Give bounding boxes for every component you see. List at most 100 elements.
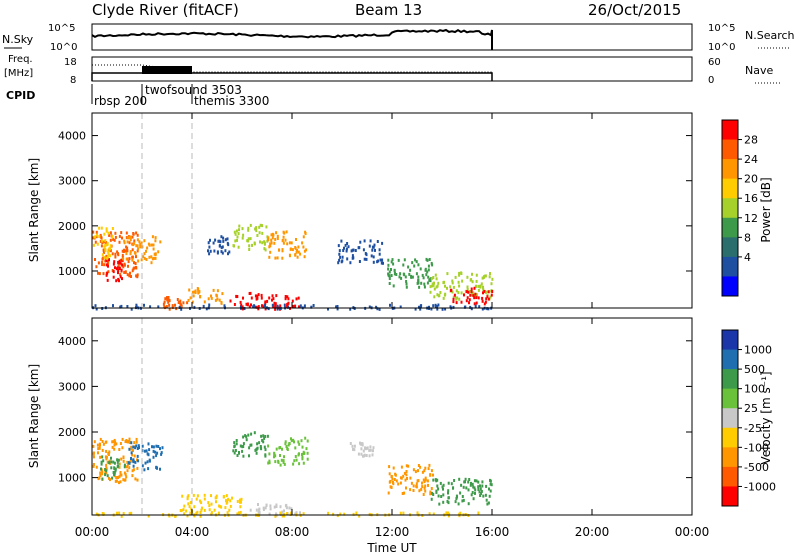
data-cell — [215, 500, 217, 504]
data-cell — [101, 241, 104, 245]
data-cell — [464, 305, 467, 309]
power-colorbar: 28 24 20 16 12 8 4 Power [dB] — [721, 119, 773, 297]
data-cell — [362, 248, 365, 252]
data-cell — [199, 511, 202, 514]
data-cell — [378, 252, 381, 256]
data-cell — [475, 479, 478, 483]
data-cell — [151, 235, 154, 239]
data-cell — [97, 261, 100, 265]
data-cell — [126, 460, 129, 464]
noise-right-tick-bottom: 10^0 — [708, 42, 735, 53]
data-cell — [145, 258, 148, 261]
data-cell — [430, 277, 433, 281]
data-cell — [455, 301, 458, 305]
data-cell — [99, 471, 102, 475]
data-cell — [299, 252, 302, 256]
power-y-axis-label: Slant Range [km] — [27, 158, 41, 262]
data-cell — [475, 301, 478, 305]
data-cell — [265, 225, 268, 229]
data-cell — [472, 291, 475, 295]
data-cell — [135, 444, 138, 448]
data-cell — [224, 506, 227, 510]
data-cell — [233, 230, 236, 234]
data-cell — [293, 459, 296, 463]
data-cell — [421, 470, 424, 474]
data-cell — [283, 231, 286, 235]
data-cell — [105, 227, 108, 231]
data-cell — [132, 468, 135, 472]
data-cell — [290, 439, 293, 443]
data-cell — [292, 304, 295, 308]
data-cell — [270, 238, 273, 242]
data-cell — [429, 490, 432, 494]
data-cell — [431, 491, 434, 495]
data-cell — [467, 488, 470, 492]
data-cell — [126, 305, 129, 308]
data-cell — [474, 488, 477, 492]
data-cell — [477, 296, 480, 300]
data-cell — [282, 461, 285, 464]
noise-series — [91, 28, 493, 50]
data-cell — [469, 293, 472, 297]
data-cell — [155, 466, 158, 469]
data-cell — [210, 511, 213, 515]
data-cell — [152, 449, 155, 453]
data-cell — [279, 463, 282, 467]
data-cell — [417, 279, 420, 283]
data-cell — [104, 455, 107, 459]
data-cell — [105, 440, 108, 444]
data-cell — [447, 481, 450, 485]
data-cell — [182, 301, 185, 305]
data-cell — [262, 440, 265, 444]
data-cell — [95, 465, 98, 469]
time-axis: 00:00 04:00 08:00 12:00 16:00 20:00 00:00 — [75, 113, 709, 539]
data-cell — [264, 307, 267, 311]
data-cell — [112, 440, 115, 444]
data-cell — [488, 487, 490, 491]
data-cell — [258, 225, 261, 229]
data-cell — [291, 248, 294, 252]
data-cell — [108, 461, 111, 465]
data-cell — [458, 273, 461, 277]
data-cell — [151, 257, 154, 261]
data-cell — [297, 250, 300, 254]
data-cell — [388, 277, 391, 280]
data-cell — [427, 275, 430, 279]
data-cell — [105, 273, 108, 277]
freq-dense-block — [142, 66, 192, 74]
data-cell — [351, 248, 354, 252]
data-cell — [154, 252, 157, 256]
freq-right-tick-top: 60 — [708, 57, 721, 68]
data-cell — [106, 271, 109, 275]
data-cell — [221, 292, 224, 296]
data-cell — [266, 434, 269, 438]
data-cell — [250, 303, 252, 307]
data-cell — [295, 250, 298, 254]
data-cell — [104, 468, 107, 471]
data-cell — [102, 459, 105, 463]
data-cell — [303, 255, 306, 259]
data-cell — [123, 241, 126, 245]
data-cell — [468, 290, 471, 294]
data-cell — [102, 256, 105, 260]
data-cell — [160, 451, 163, 455]
data-cell — [489, 489, 492, 493]
data-cell — [128, 466, 131, 470]
data-cell — [287, 305, 289, 309]
data-cell — [388, 472, 391, 476]
data-cell — [193, 305, 196, 309]
data-cell — [245, 302, 248, 306]
data-cell — [391, 258, 394, 262]
data-cell — [295, 297, 298, 301]
colorbar-tick-label: -500 — [744, 461, 769, 474]
data-cell — [139, 243, 142, 246]
data-cell — [193, 514, 196, 518]
data-cell — [290, 507, 293, 511]
data-cell — [434, 273, 437, 277]
data-cell — [255, 451, 258, 455]
data-cell — [101, 253, 104, 257]
colorbar-tick-label: -100 — [744, 441, 769, 454]
data-cell — [247, 226, 250, 230]
data-cell — [417, 263, 420, 267]
data-cell — [154, 239, 157, 243]
